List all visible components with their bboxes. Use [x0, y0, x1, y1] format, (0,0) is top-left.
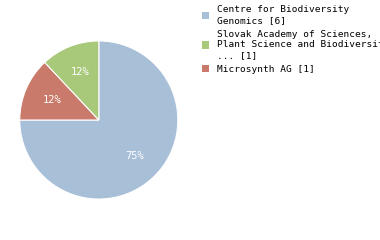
- Text: 12%: 12%: [42, 95, 61, 105]
- Wedge shape: [20, 41, 178, 199]
- Wedge shape: [45, 41, 99, 120]
- Legend: Centre for Biodiversity
Genomics [6], Slovak Academy of Sciences,
Plant Science : Centre for Biodiversity Genomics [6], Sl…: [201, 5, 380, 74]
- Text: 75%: 75%: [126, 151, 144, 161]
- Wedge shape: [20, 62, 99, 120]
- Text: 12%: 12%: [71, 67, 89, 77]
